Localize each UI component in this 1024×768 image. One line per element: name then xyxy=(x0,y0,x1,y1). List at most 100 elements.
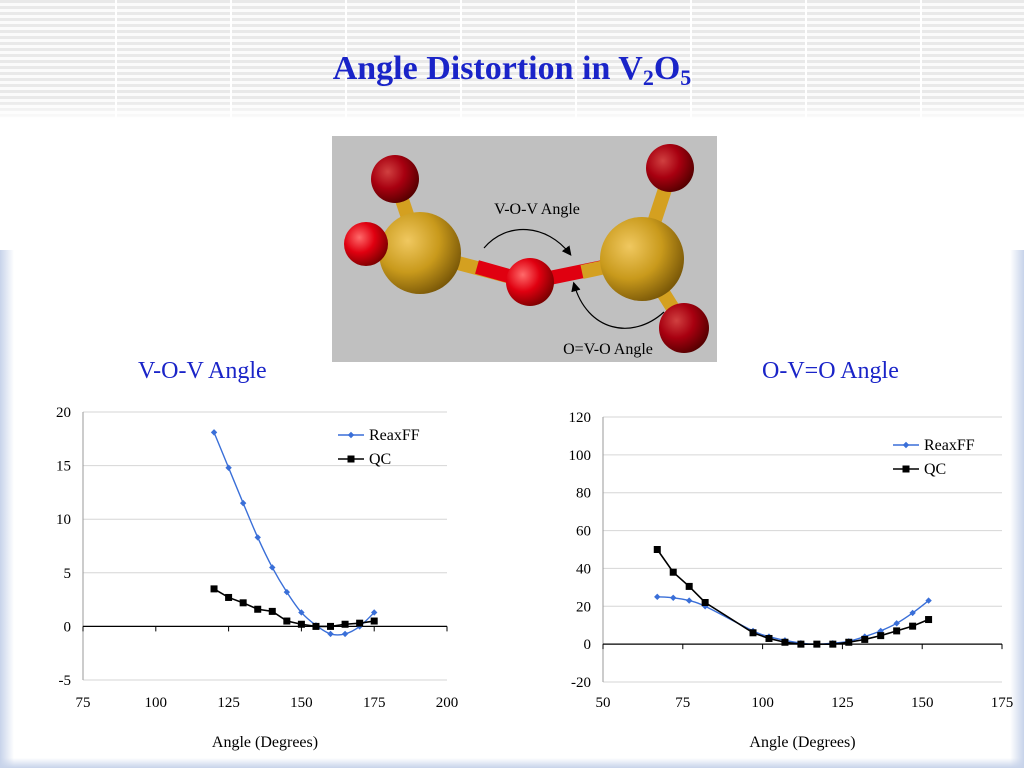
data-point-qc xyxy=(312,622,320,630)
x-axis-label: Angle (Degrees) xyxy=(212,734,318,751)
data-point-reaxff xyxy=(893,620,900,627)
data-point-reaxff xyxy=(341,630,349,638)
data-point-qc xyxy=(877,632,885,640)
header-band xyxy=(0,0,1024,122)
vanadium-atom xyxy=(600,217,684,301)
data-point-qc xyxy=(297,620,305,628)
data-point-reaxff xyxy=(225,464,232,471)
data-point-qc xyxy=(701,599,709,606)
y-tick-label: 0 xyxy=(584,637,592,653)
y-tick-label: 40 xyxy=(576,561,591,577)
legend-marker-qc xyxy=(347,455,355,463)
oxygen-atom xyxy=(344,222,388,266)
x-tick-label: 150 xyxy=(911,695,934,711)
oxygen-atom xyxy=(659,303,709,353)
vanadium-atom xyxy=(379,212,461,294)
series-line-reaxff xyxy=(213,432,375,636)
y-tick-label: 0 xyxy=(64,619,72,635)
molecule-image: V-O-V Angle O=V-O Angle xyxy=(332,136,717,362)
ovo-angle-arrow xyxy=(571,281,665,329)
data-point-qc xyxy=(925,616,933,624)
data-point-qc xyxy=(283,617,291,625)
data-point-qc xyxy=(370,617,378,625)
y-tick-label: 20 xyxy=(576,599,591,615)
slide-title: Angle Distortion in V2O5 xyxy=(332,50,692,90)
data-point-qc xyxy=(861,635,869,643)
y-tick-label: -5 xyxy=(59,673,72,689)
y-tick-label: 10 xyxy=(56,512,71,528)
y-tick-label: 80 xyxy=(576,486,591,502)
legend-label-qc: QC xyxy=(369,451,391,468)
legend-label-reaxff: ReaxFF xyxy=(924,437,975,454)
series-line-qc xyxy=(213,588,375,628)
data-point-qc xyxy=(845,638,853,646)
series-line-qc xyxy=(656,549,929,645)
data-point-qc xyxy=(356,619,364,627)
data-point-reaxff xyxy=(254,534,261,541)
y-tick-label: 5 xyxy=(64,566,72,582)
data-point-qc xyxy=(829,640,837,648)
y-tick-label: 20 xyxy=(56,405,71,421)
right-edge-glow xyxy=(1010,250,1024,768)
x-tick-label: 175 xyxy=(363,695,386,711)
data-point-qc xyxy=(254,605,262,613)
legend-label-reaxff: ReaxFF xyxy=(369,427,420,444)
legend-marker-reaxff xyxy=(347,431,355,439)
left-edge-glow xyxy=(0,250,14,768)
y-tick-label: -20 xyxy=(571,675,591,691)
data-point-reaxff xyxy=(654,593,661,601)
y-tick-label: 100 xyxy=(569,448,592,464)
vov-angle-arrow xyxy=(483,228,572,256)
data-point-qc xyxy=(909,622,917,630)
legend-marker-qc xyxy=(902,465,910,473)
oxygen-atom xyxy=(371,155,419,203)
bottom-edge-glow xyxy=(0,758,1024,768)
data-point-reaxff xyxy=(239,499,247,507)
data-point-qc xyxy=(225,593,233,601)
x-tick-label: 100 xyxy=(751,695,774,711)
data-point-reaxff xyxy=(210,429,218,436)
oxygen-atom xyxy=(646,144,694,192)
data-point-qc xyxy=(653,546,661,553)
ovo-angle-chart: 120 100 80 60 40 20 0 -20 50 75 100 125 150 175 Angle … xyxy=(569,410,1014,751)
x-tick-label: 125 xyxy=(217,695,240,711)
x-tick-label: 75 xyxy=(76,695,91,711)
y-tick-label: 60 xyxy=(576,524,591,540)
x-tick-label: 125 xyxy=(831,695,854,711)
legend-label-qc: QC xyxy=(924,461,946,478)
data-point-qc xyxy=(749,629,757,637)
ovo-angle-label: O=V-O Angle xyxy=(563,341,653,358)
chart2-title: O-V=O Angle xyxy=(762,358,899,384)
data-point-qc xyxy=(669,568,677,576)
vov-angle-chart: 20 15 10 5 0 -575 100 125 150 175 200 Angle (Degree… xyxy=(56,405,459,751)
data-point-qc xyxy=(813,640,821,648)
data-point-reaxff xyxy=(327,630,334,638)
data-point-qc xyxy=(239,599,247,607)
y-tick-label: 120 xyxy=(569,410,592,426)
data-point-qc xyxy=(327,622,335,630)
x-tick-label: 100 xyxy=(145,695,168,711)
bridging-oxygen-atom xyxy=(506,258,554,306)
data-point-qc xyxy=(893,627,901,635)
x-tick-label: 150 xyxy=(290,695,313,711)
x-tick-label: 75 xyxy=(675,695,690,711)
data-point-qc xyxy=(797,640,805,648)
data-point-qc xyxy=(268,607,276,615)
y-tick-label: 15 xyxy=(56,459,71,475)
vov-angle-label: V-O-V Angle xyxy=(494,201,580,218)
series-line-reaxff xyxy=(657,596,930,645)
data-point-qc xyxy=(685,582,693,590)
data-point-qc xyxy=(781,638,789,646)
data-point-reaxff xyxy=(269,564,276,571)
data-point-reaxff xyxy=(670,594,677,601)
legend-marker-reaxff xyxy=(902,441,910,449)
chart1-title: V-O-V Angle xyxy=(138,358,267,384)
data-point-qc xyxy=(765,634,773,642)
x-tick-label: 50 xyxy=(596,695,611,711)
x-axis-label: Angle (Degrees) xyxy=(749,734,855,751)
data-point-reaxff xyxy=(685,597,693,604)
x-tick-label: 200 xyxy=(436,695,459,711)
data-point-qc xyxy=(210,585,218,593)
data-point-qc xyxy=(341,620,349,628)
x-tick-label: 175 xyxy=(991,695,1014,711)
